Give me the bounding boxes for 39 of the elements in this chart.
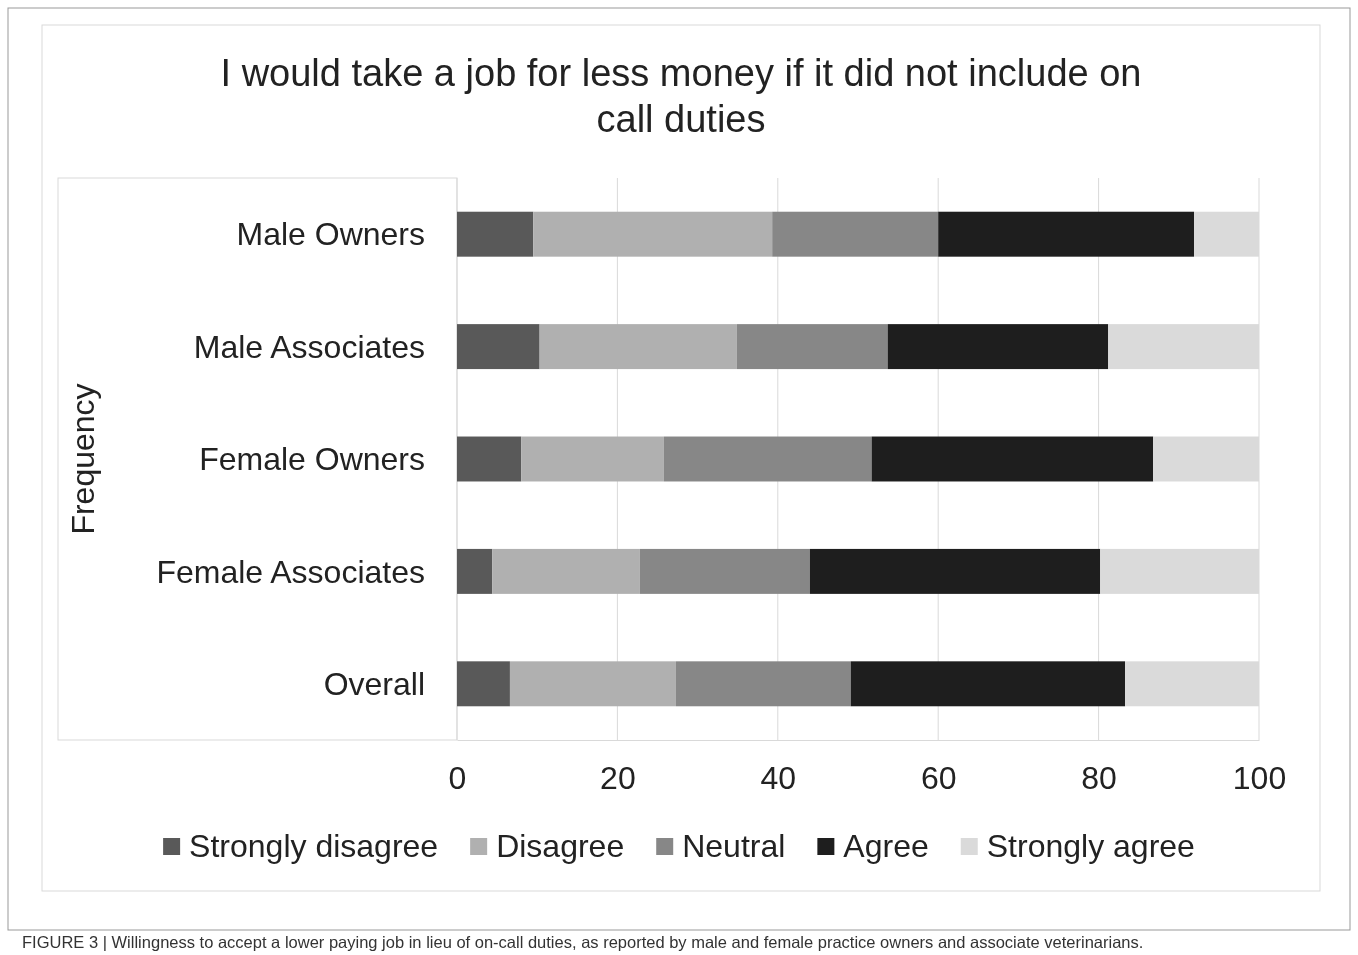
- legend-label: Strongly disagree: [189, 828, 439, 865]
- bar: [850, 661, 1126, 707]
- legend-label: Strongly agree: [986, 828, 1195, 865]
- legend-label: Disagree: [496, 828, 625, 865]
- x-tick-label: 80: [1081, 759, 1117, 796]
- bar: [809, 548, 1101, 594]
- legend-label: Neutral: [682, 828, 786, 865]
- x-tick-label: 20: [600, 759, 636, 796]
- bar: [521, 436, 664, 482]
- bar: [457, 211, 534, 257]
- bar: [533, 211, 773, 257]
- y-tick-label: Female Associates: [156, 553, 425, 590]
- bar: [539, 324, 737, 370]
- x-tick-label: 100: [1232, 759, 1287, 796]
- y-tick-label: Male Associates: [193, 328, 425, 365]
- bar: [871, 436, 1154, 482]
- chart-title: I would take a job for less money if it did not include on call duties: [220, 52, 1142, 140]
- bar: [675, 661, 851, 707]
- bar: [938, 211, 1195, 257]
- bar: [457, 436, 522, 482]
- bar: [663, 436, 872, 482]
- bar: [887, 324, 1109, 370]
- bar: [509, 661, 676, 707]
- x-tick-label: 0: [448, 759, 467, 796]
- bar: [736, 324, 888, 370]
- bar: [639, 548, 810, 594]
- y-axis-title: Frequency: [65, 383, 101, 535]
- y-tick-label: Male Owners: [236, 216, 425, 253]
- bar: [772, 211, 939, 257]
- legend-label: Agree: [843, 828, 929, 865]
- y-tick-label: Female Owners: [199, 441, 425, 478]
- caption: FIGURE 3 | Willingness to accept a lower paying job in lieu of on-call duties, as reported by male and female practice owners and associate veterinarians.: [22, 933, 1144, 951]
- bar: [457, 324, 540, 370]
- bar: [457, 548, 493, 594]
- x-tick-label: 40: [760, 759, 797, 796]
- x-tick-label: 60: [920, 759, 957, 796]
- bar: [492, 548, 640, 594]
- y-tick-label: Overall: [323, 666, 425, 702]
- bar: [457, 661, 510, 707]
